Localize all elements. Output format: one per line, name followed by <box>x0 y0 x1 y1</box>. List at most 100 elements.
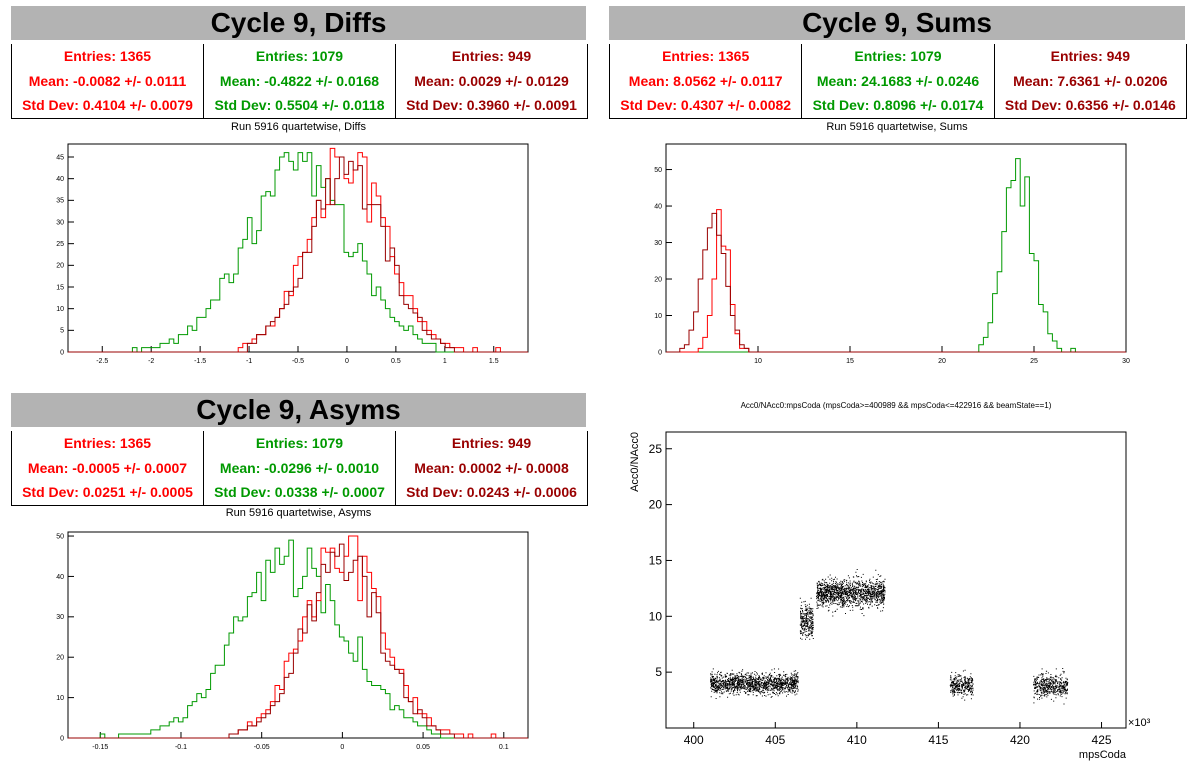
std-text: Std Dev: 0.3960 +/- 0.0091 <box>406 97 577 113</box>
stats-column: Entries: 949 Mean: 0.0002 +/- 0.0008 Std… <box>395 431 587 505</box>
y-tick-label: 50 <box>56 533 64 540</box>
scatter-cluster <box>816 569 886 617</box>
y-tick-label: 35 <box>56 198 64 205</box>
x-tick-label: 25 <box>1030 358 1038 365</box>
x-tick-label: -0.5 <box>292 358 304 365</box>
y-tick-label: 20 <box>56 655 64 662</box>
stats-column: Entries: 949 Mean: 0.0029 +/- 0.0129 Std… <box>395 44 587 118</box>
y-tick-label: 40 <box>56 176 64 183</box>
entries-text: Entries: 949 <box>451 435 532 451</box>
stats-column: Entries: 1365 Mean: -0.0082 +/- 0.0111 S… <box>12 44 203 118</box>
x-tick-label: -2.5 <box>96 358 108 365</box>
panel-title: Cycle 9, Asyms <box>11 393 586 427</box>
y-tick-label: 50 <box>654 167 662 174</box>
y-tick-label: 0 <box>60 735 64 742</box>
y-tick-label: 10 <box>654 313 662 320</box>
std-text: Std Dev: 0.0243 +/- 0.0006 <box>406 484 577 500</box>
entries-text: Entries: 1079 <box>854 48 942 64</box>
x-tick-label: -0.15 <box>92 744 108 751</box>
mean-text: Mean: 8.0562 +/- 0.0117 <box>628 72 783 89</box>
y-tick-label: 25 <box>649 442 663 456</box>
scatter-cluster <box>710 668 799 699</box>
stats-column: Entries: 1079 Mean: -0.4822 +/- 0.0168 S… <box>203 44 395 118</box>
y-axis-label: Acc0/NAcc0 <box>629 432 641 492</box>
chart-subtitle: Run 5916 quartetwise, Diffs <box>231 121 366 133</box>
std-text: Std Dev: 0.8096 +/- 0.0174 <box>812 97 984 113</box>
entries-text: Entries: 1365 <box>63 435 152 451</box>
mean-text: Mean: -0.4822 +/- 0.0168 <box>219 72 380 89</box>
x-tick-label: -2 <box>148 358 154 365</box>
mean-text: Mean: -0.0082 +/- 0.0111 <box>28 72 187 89</box>
y-tick-label: 10 <box>649 609 663 623</box>
scatter-cluster <box>1033 668 1069 705</box>
sums-histogram: 10 15 20 25 30 0 10 20 30 40 50 <box>654 143 1130 365</box>
plot-frame <box>665 431 1127 729</box>
acc-scatter-plot: 400 405 410 415 420 425 5 10 15 20 25 Acc0/NAcc0:mp… <box>629 401 1151 761</box>
mean-text: Mean: -0.0296 +/- 0.0010 <box>219 459 380 476</box>
x-tick-label: -1 <box>246 358 252 365</box>
scatter-cluster <box>799 597 814 640</box>
y-tick-label: 10 <box>56 695 64 702</box>
x-tick-label: 420 <box>1010 733 1030 747</box>
mean-text: Mean: 0.0002 +/- 0.0008 <box>414 459 569 476</box>
std-text: Std Dev: 0.6356 +/- 0.0146 <box>1004 97 1176 113</box>
y-tick-label: 25 <box>56 241 64 248</box>
y-tick-label: 15 <box>56 284 64 291</box>
x-tick-label: 0 <box>340 744 344 751</box>
std-text: Std Dev: 0.5504 +/- 0.0118 <box>214 97 385 113</box>
x-axis-exponent: ×10³ <box>1128 717 1151 729</box>
mean-text: Mean: 0.0029 +/- 0.0129 <box>414 72 569 89</box>
entries-text: Entries: 949 <box>451 48 532 64</box>
x-tick-label: 1.5 <box>489 358 499 365</box>
histogram-series <box>68 152 528 353</box>
x-tick-label: 400 <box>684 733 704 747</box>
y-tick-label: 40 <box>56 574 64 581</box>
x-tick-label: 425 <box>1092 733 1112 747</box>
mean-text: Mean: 24.1683 +/- 0.0246 <box>816 72 980 89</box>
std-text: Std Dev: 0.4104 +/- 0.0079 <box>22 97 193 113</box>
x-tick-label: 30 <box>1122 358 1130 365</box>
plot-frame <box>67 143 529 353</box>
y-tick-label: 5 <box>655 665 662 679</box>
histogram-series <box>666 212 1126 353</box>
y-tick-label: 30 <box>56 219 64 226</box>
x-tick-label: 0.1 <box>499 744 509 751</box>
x-tick-label: 20 <box>938 358 946 365</box>
entries-text: Entries: 1079 <box>255 435 344 451</box>
chart-subtitle: Run 5916 quartetwise, Asyms <box>225 507 372 519</box>
y-tick-label: 40 <box>654 203 662 210</box>
entries-text: Entries: 1365 <box>63 48 152 64</box>
scatter-title: Acc0/NAcc0:mpsCoda (mpsCoda>=400989 && m… <box>741 401 1052 410</box>
x-tick-label: -0.1 <box>175 744 187 751</box>
chart-subtitle: Run 5916 quartetwise, Sums <box>826 121 968 133</box>
x-tick-label: 10 <box>754 358 762 365</box>
y-tick-label: 20 <box>654 276 662 283</box>
x-tick-label: -0.05 <box>254 744 270 751</box>
panel-title: Cycle 9, Diffs <box>11 6 586 40</box>
stats-box: Entries: 1365 Mean: -0.0005 +/- 0.0007 S… <box>11 431 588 506</box>
x-tick-label: 410 <box>847 733 867 747</box>
stats-box: Entries: 1365 Mean: -0.0082 +/- 0.0111 S… <box>11 44 588 119</box>
stats-column: Entries: 1365 Mean: 8.0562 +/- 0.0117 St… <box>610 44 801 118</box>
stats-column: Entries: 949 Mean: 7.6361 +/- 0.0206 Std… <box>993 44 1186 118</box>
x-tick-label: 15 <box>846 358 854 365</box>
panel-title: Cycle 9, Sums <box>609 6 1185 40</box>
std-text: Std Dev: 0.4307 +/- 0.0082 <box>620 97 792 113</box>
std-text: Std Dev: 0.0251 +/- 0.0005 <box>22 484 193 500</box>
diffs-histogram: -2.5 -2 -1.5 -1 -0.5 0 0.5 1 1.5 0 5 10 15 20 25 30 35 40… <box>56 143 529 365</box>
stats-column: Entries: 1079 Mean: -0.0296 +/- 0.0010 S… <box>203 431 395 505</box>
x-tick-label: 0 <box>345 358 349 365</box>
y-tick-label: 0 <box>60 349 64 356</box>
y-tick-label: 5 <box>60 328 64 335</box>
y-tick-label: 45 <box>56 154 64 161</box>
stats-column: Entries: 1079 Mean: 24.1683 +/- 0.0246 S… <box>801 44 993 118</box>
y-tick-label: 20 <box>56 263 64 270</box>
entries-text: Entries: 1079 <box>255 48 344 64</box>
y-tick-label: 15 <box>649 553 663 567</box>
histogram-series <box>68 147 528 353</box>
plot-frame <box>67 531 529 739</box>
mean-text: Mean: -0.0005 +/- 0.0007 <box>27 459 188 476</box>
stats-column: Entries: 1365 Mean: -0.0005 +/- 0.0007 S… <box>12 431 203 505</box>
x-tick-label: 415 <box>928 733 948 747</box>
histogram-series <box>68 156 528 353</box>
